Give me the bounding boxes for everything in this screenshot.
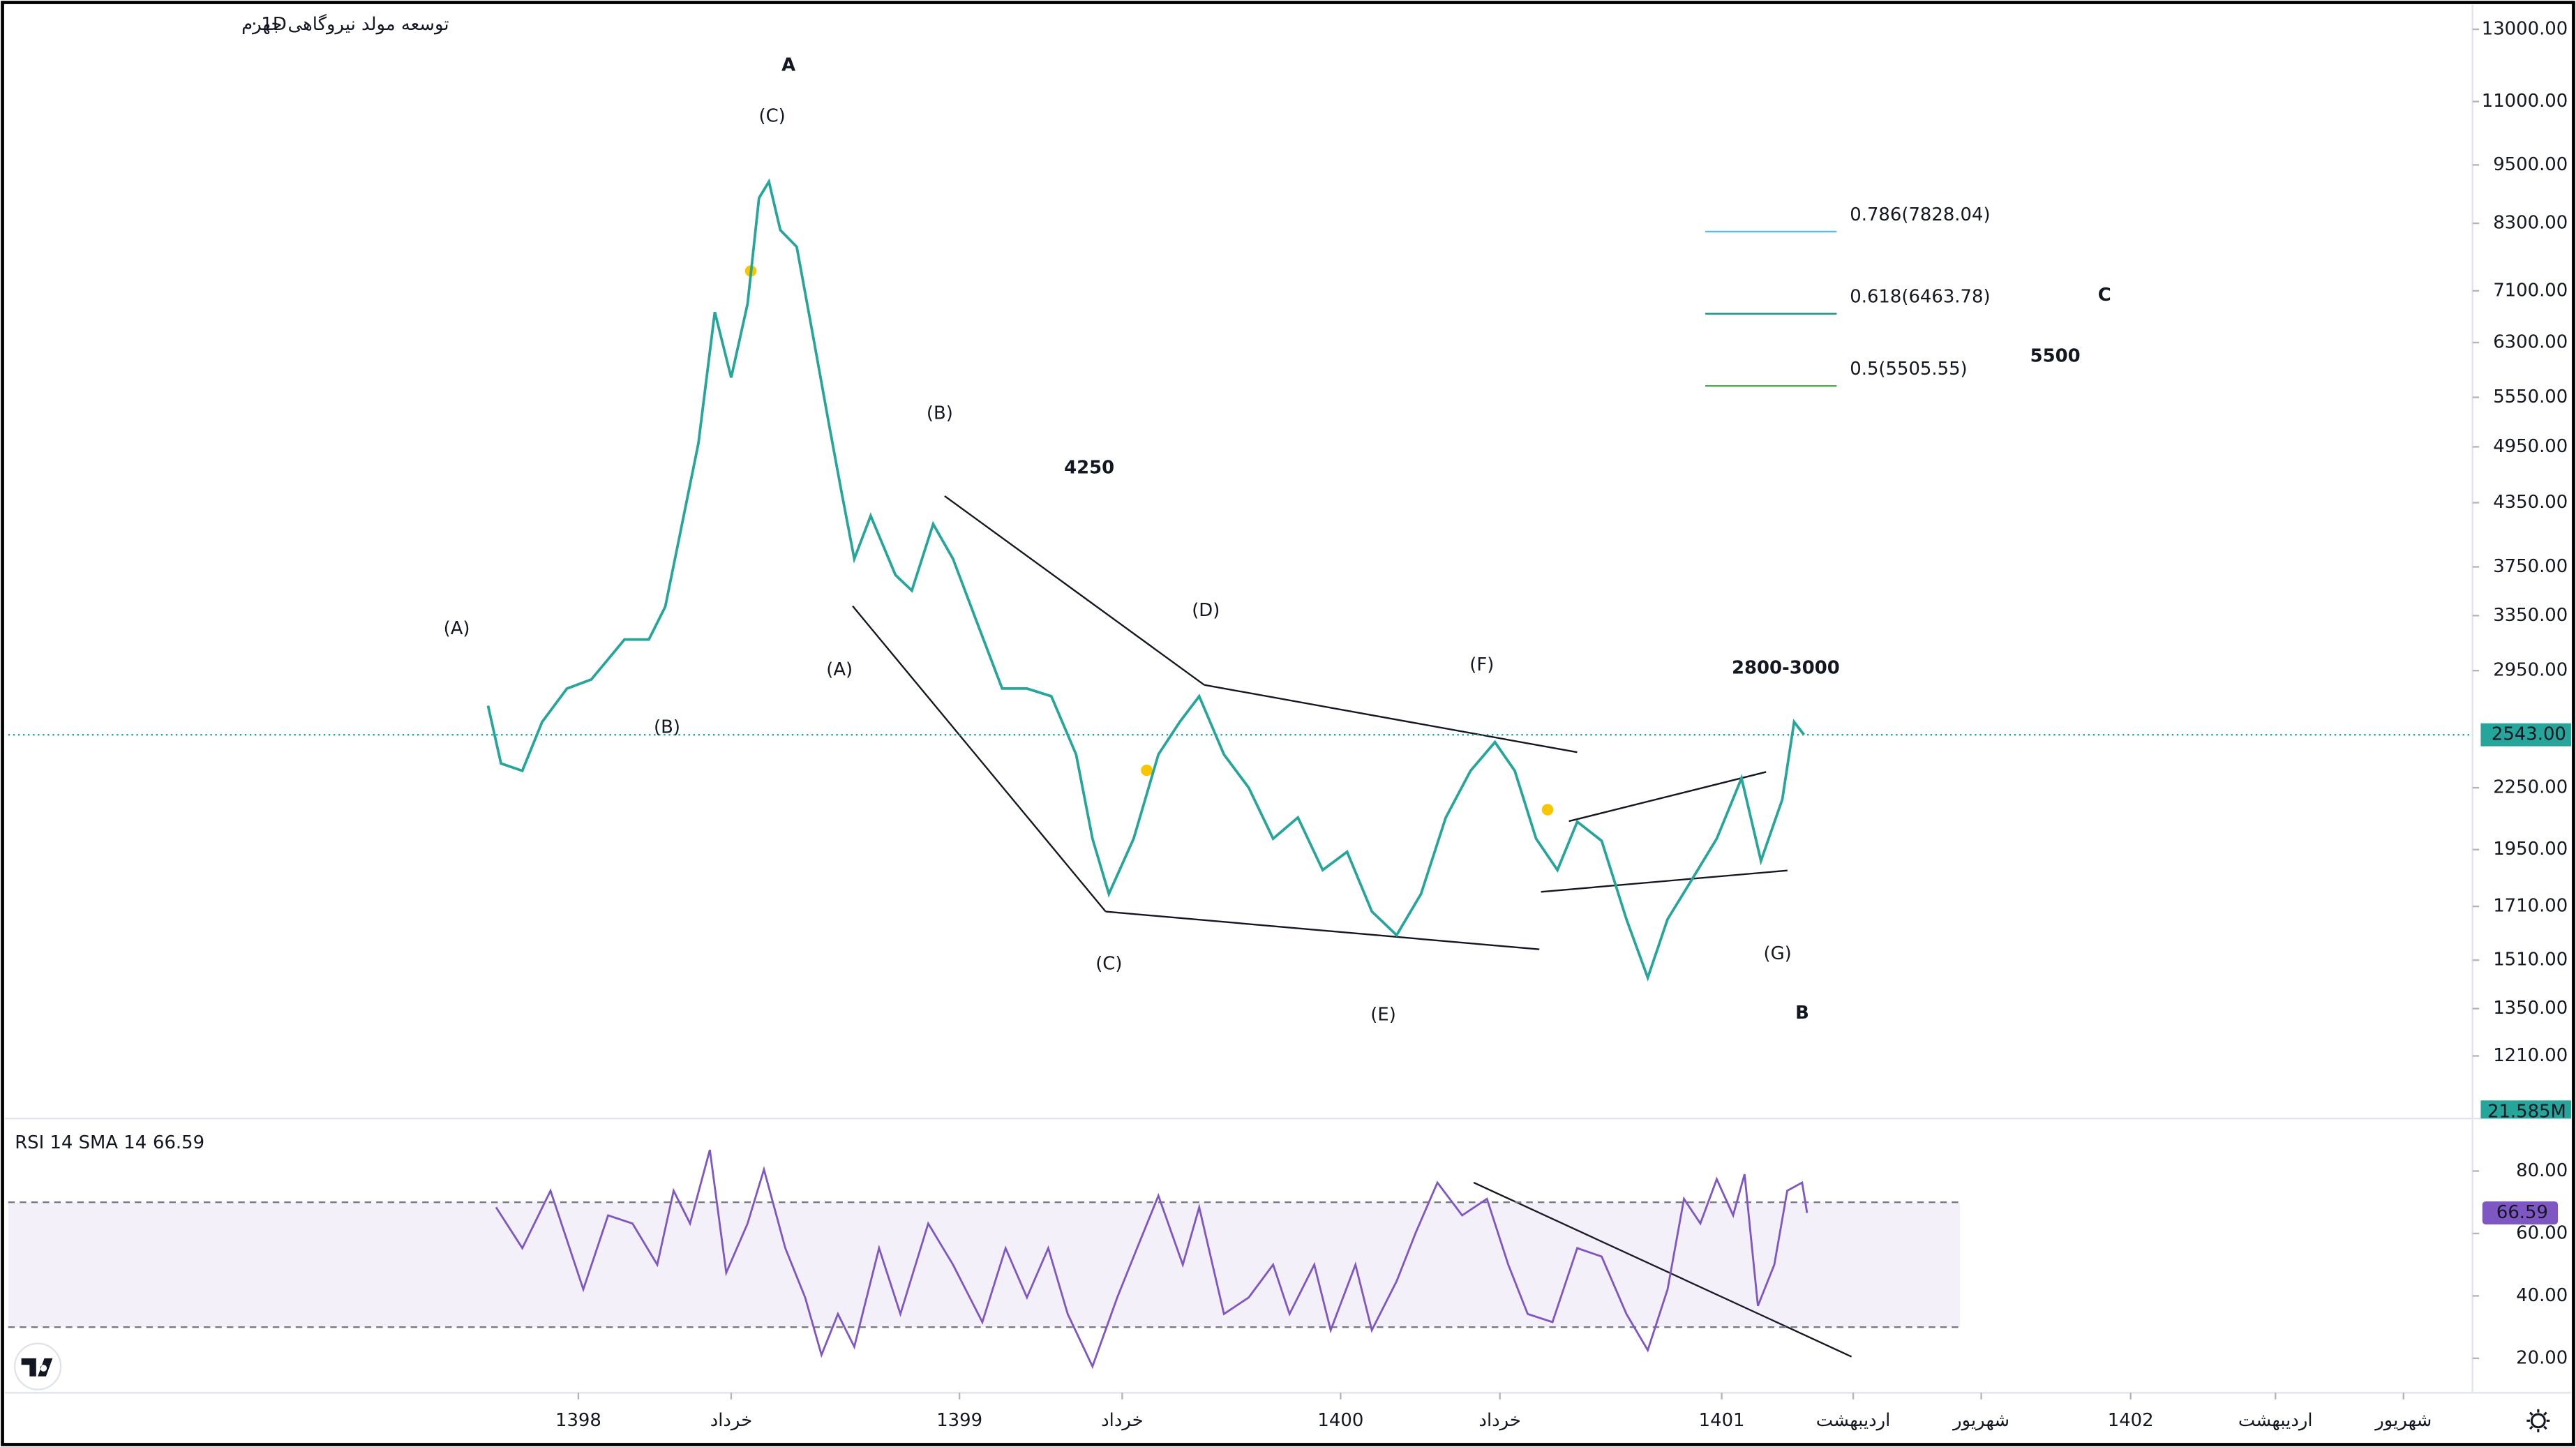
- x-tick-label: اردیبهشت: [1816, 1410, 1891, 1431]
- annotation: 2800-3000: [1732, 658, 1840, 679]
- annotation: A: [781, 55, 795, 76]
- y-tick-label: 3750.00: [2493, 556, 2568, 577]
- rsi-trend-line: [1473, 1181, 1852, 1358]
- fib-label: 0.618(6463.78): [1850, 287, 1990, 308]
- x-tick-label: شهریور: [1952, 1410, 2009, 1431]
- y-tick-label: 11000.00: [2482, 91, 2568, 112]
- y-tick-label: 8300.00: [2493, 213, 2568, 234]
- annotation: (G): [1764, 943, 1792, 964]
- trend-line: [852, 605, 1107, 913]
- y-tick-label: 4350.00: [2493, 492, 2568, 513]
- series-line: [495, 1149, 1809, 1370]
- y-tick-label: 2950.00: [2493, 660, 2568, 681]
- x-tick-label: شهریور: [2374, 1410, 2432, 1431]
- fib-label: 0.5(5505.55): [1850, 359, 1967, 380]
- y-tick-label: 1950.00: [2493, 839, 2568, 860]
- trend-line: [944, 495, 1205, 686]
- y-tick-label: 20.00: [2516, 1347, 2568, 1368]
- annotation: C: [2098, 285, 2111, 306]
- y-tick-label: 9500.00: [2493, 154, 2568, 175]
- x-tick-label: 1401: [1699, 1410, 1745, 1431]
- x-tick-label: 1402: [2108, 1410, 2154, 1431]
- trend-line: [1541, 869, 1788, 893]
- y-tick-label: 2250.00: [2493, 777, 2568, 798]
- annotation: 5500: [2030, 345, 2081, 366]
- y-tick-label: 3350.00: [2493, 605, 2568, 626]
- series-line: [486, 178, 1806, 982]
- annotation: B: [1795, 1003, 1809, 1024]
- volume-label: 21.585M: [2487, 1101, 2566, 1122]
- settings-icon[interactable]: [2526, 1409, 2550, 1432]
- trend-line: [1204, 684, 1578, 754]
- gear-ring: [2530, 1413, 2546, 1429]
- x-tick-label: خرداد: [1101, 1410, 1144, 1431]
- indicator-value-label: 66.59: [2496, 1202, 2548, 1223]
- volume-box: [2480, 1100, 2571, 1119]
- y-tick-label: 1350.00: [2493, 998, 2568, 1019]
- x-tick-label: خرداد: [710, 1410, 753, 1431]
- logo-mark: [21, 1358, 53, 1377]
- annotation: (C): [759, 106, 786, 127]
- trend-line: [1568, 771, 1767, 823]
- x-tick-label: 1398: [555, 1410, 601, 1431]
- indicator-value-box: [2482, 1201, 2559, 1224]
- gear-teeth: [2526, 1409, 2550, 1432]
- trend-line: [1105, 910, 1540, 950]
- tv-logo[interactable]: [14, 1342, 62, 1390]
- y-tick-label: 60.00: [2516, 1222, 2568, 1243]
- separator-dot: ·: [251, 14, 257, 35]
- last-price-label: 2543.00: [2492, 724, 2566, 745]
- annotation: (D): [1192, 600, 1220, 621]
- y-tick-label: 1210.00: [2493, 1045, 2568, 1066]
- marker-dot: [1541, 804, 1554, 816]
- annotation: (A): [444, 618, 470, 639]
- last-price-box: [2480, 723, 2571, 747]
- fib-label: 0.786(7828.04): [1850, 204, 1990, 225]
- annotation: (C): [1095, 953, 1122, 974]
- logo-badge: [14, 1342, 62, 1390]
- x-tick-label: 1399: [936, 1410, 982, 1431]
- y-tick-label: 1710.00: [2493, 896, 2568, 917]
- y-tick-label: 6300.00: [2493, 331, 2568, 352]
- x-tick-label: خرداد: [1478, 1410, 1521, 1431]
- annotation: (B): [927, 403, 953, 424]
- interval: 1D: [261, 14, 286, 35]
- y-tick-label: 4950.00: [2493, 436, 2568, 457]
- annotation: 4250: [1064, 457, 1114, 478]
- y-tick-label: 7100.00: [2493, 280, 2568, 301]
- y-tick-label: 80.00: [2516, 1160, 2568, 1181]
- y-tick-label: 1510.00: [2493, 950, 2568, 970]
- y-tick-label: 40.00: [2516, 1285, 2568, 1306]
- annotation: (E): [1370, 1004, 1396, 1025]
- trend-lines: [852, 495, 1852, 1358]
- annotation: (B): [654, 717, 680, 737]
- y-tick-label: 5550.00: [2493, 387, 2568, 407]
- symbol: توسعه مولد نیروگاهی جهرم: [241, 13, 449, 35]
- x-tick-label: 1400: [1317, 1410, 1363, 1431]
- marker-dot: [1141, 764, 1153, 777]
- indicator-value: 66.59: [153, 1132, 204, 1153]
- annotation: (F): [1469, 654, 1494, 675]
- rsi-band: [8, 1202, 1961, 1328]
- annotation: (A): [826, 659, 853, 680]
- y-tick-label: 13000.00: [2482, 19, 2568, 40]
- x-tick-label: اردیبهشت: [2238, 1410, 2313, 1431]
- indicator-title: RSI 14 SMA 14: [15, 1132, 147, 1153]
